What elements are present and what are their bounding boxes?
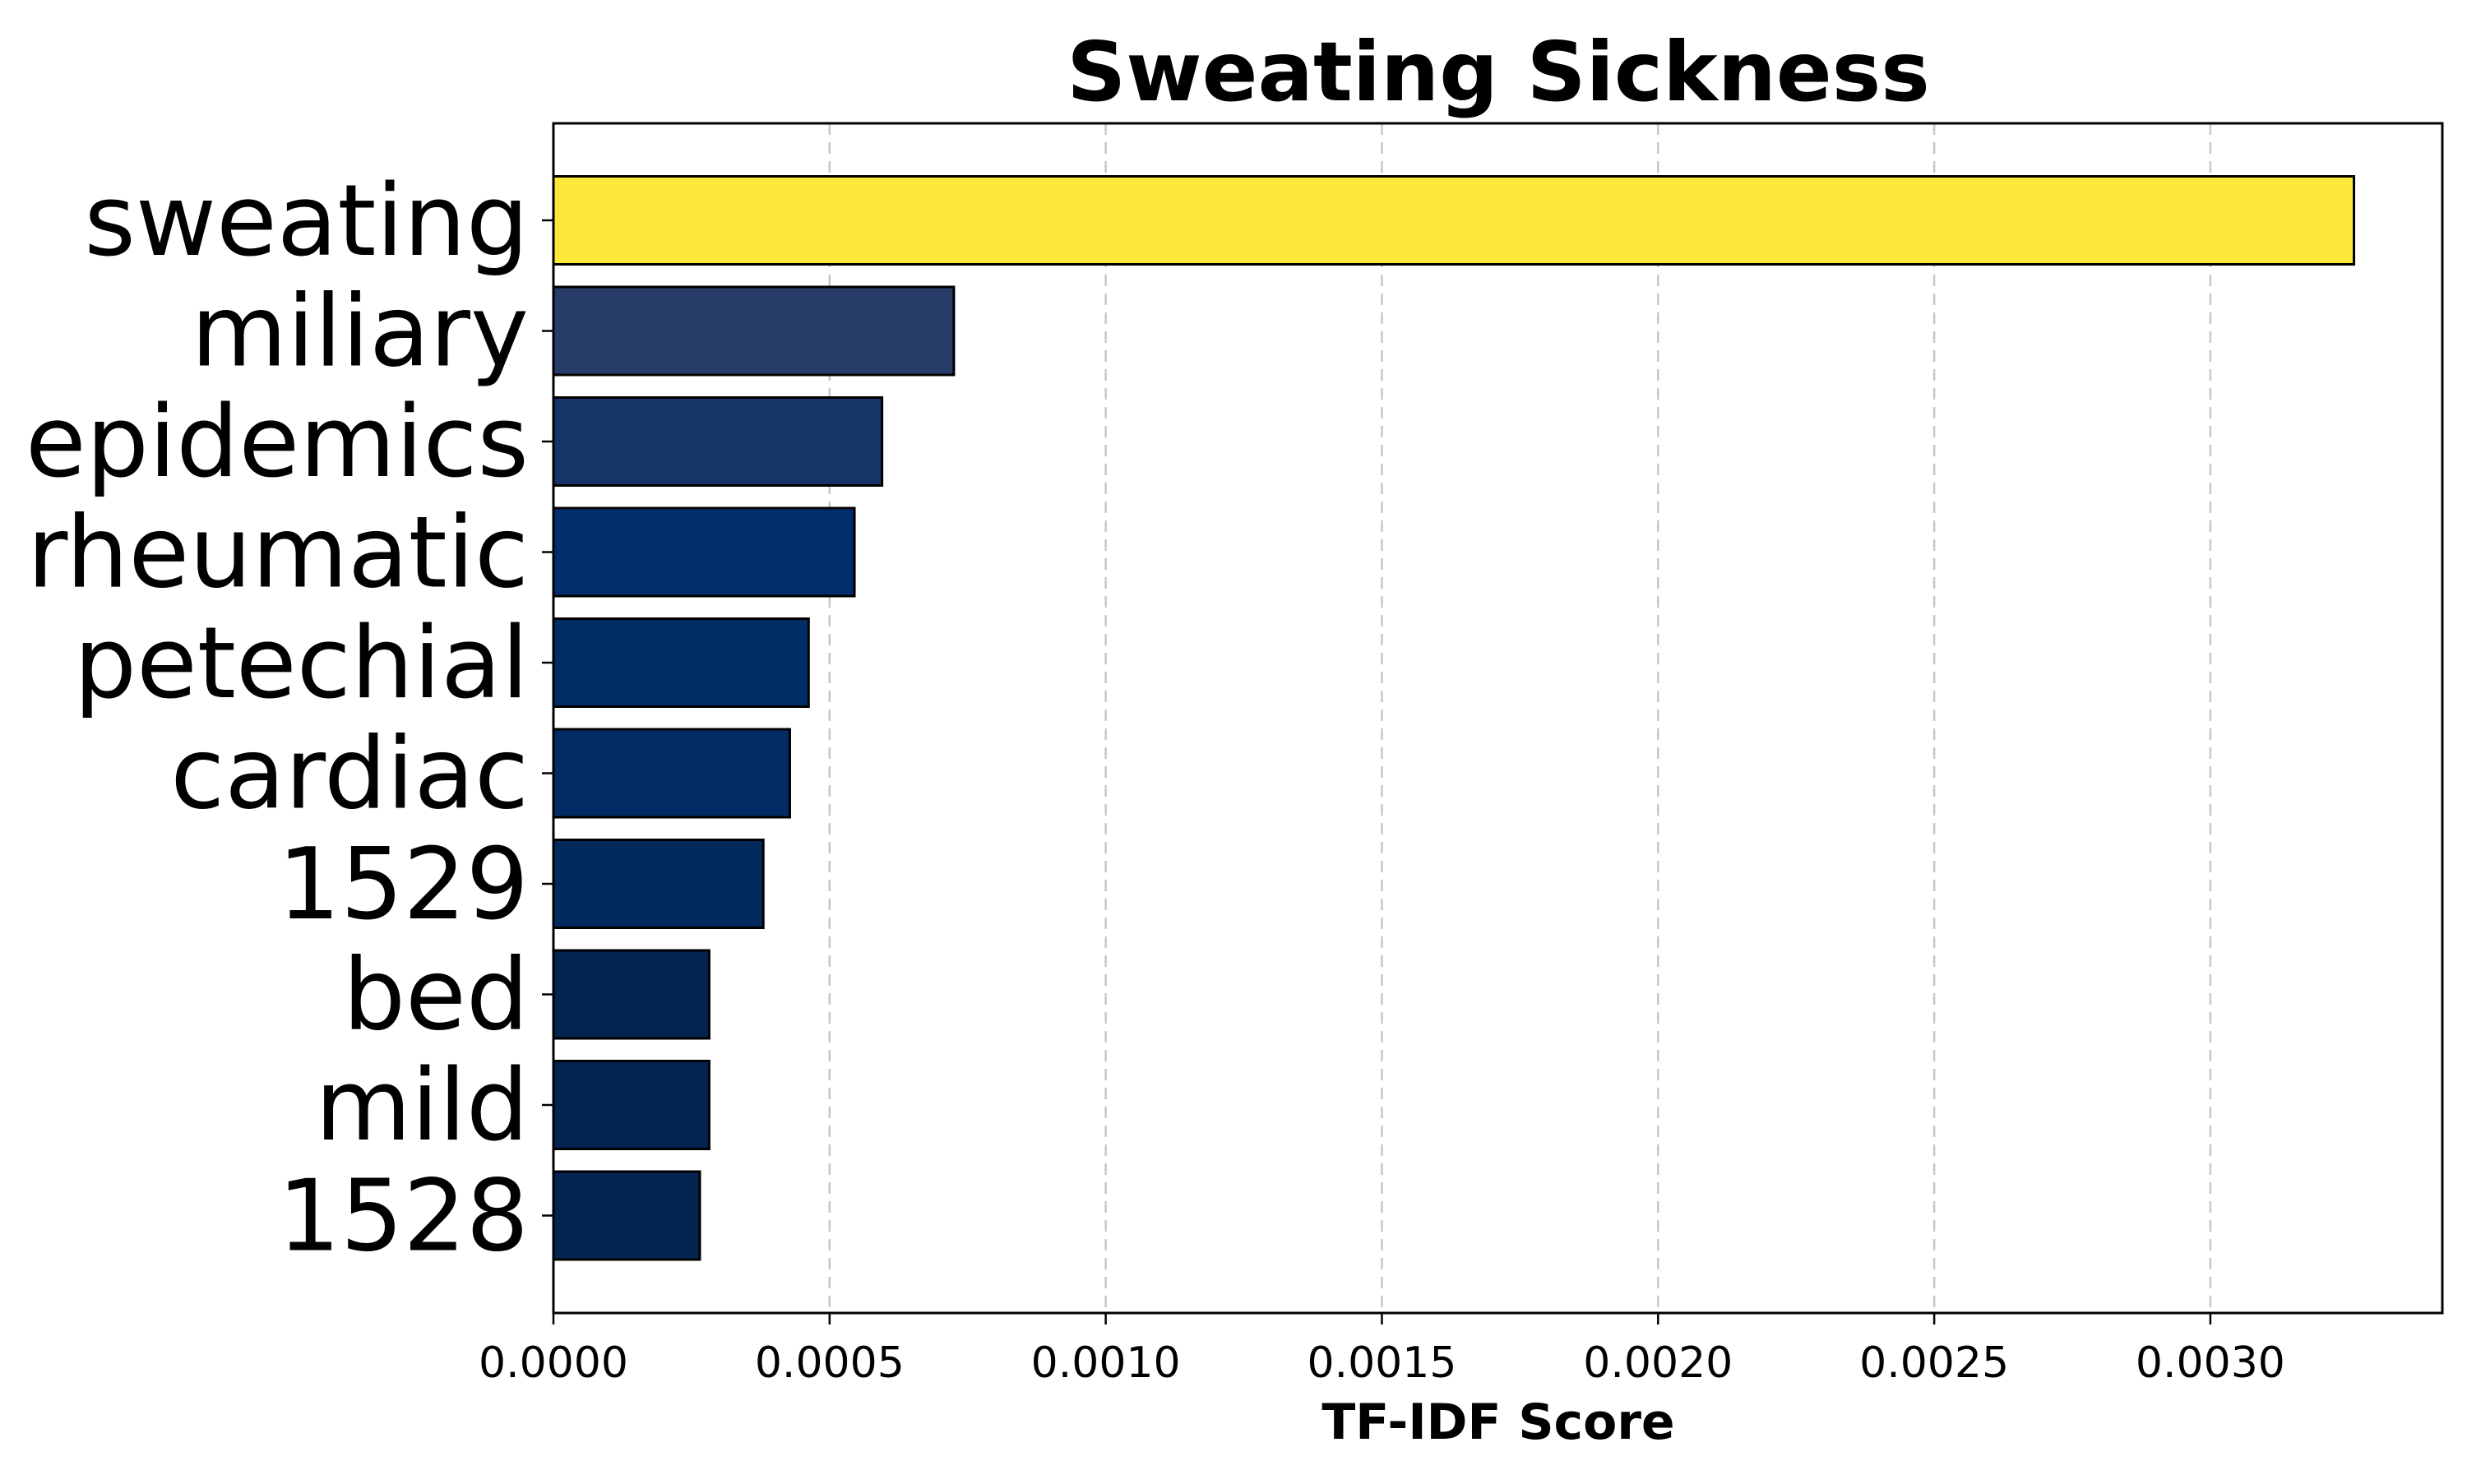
x-tick-label: 0.0015 (1307, 1338, 1456, 1388)
x-axis-label: TF-IDF Score (1321, 1394, 1674, 1451)
plot-area-frame (552, 122, 2444, 1315)
y-tick-label: epidemics (25, 386, 529, 500)
x-tick-label: 0.0010 (1031, 1338, 1181, 1388)
y-tick-label: sweating (84, 164, 529, 279)
y-tick-label: mild (315, 1049, 529, 1163)
bar-sweating (552, 175, 2356, 266)
bar-1529 (552, 839, 765, 929)
grid-lines (828, 123, 2212, 1313)
y-tick-label: bed (343, 939, 529, 1053)
x-tick-label: 0.0000 (479, 1338, 628, 1388)
bar-bed (552, 949, 710, 1040)
y-tick-label: 1528 (278, 1160, 529, 1274)
bar-petechial (552, 617, 810, 708)
y-tick-label: 1529 (278, 828, 529, 942)
bar-cardiac (552, 728, 791, 819)
y-tick-label: rheumatic (27, 497, 529, 611)
x-tick-label: 0.0025 (1859, 1338, 2009, 1388)
bar-mild (552, 1060, 710, 1150)
y-tick-label: cardiac (170, 718, 529, 832)
y-axis: sweatingmiliaryepidemicsrheumaticpetechi… (25, 164, 553, 1274)
x-tick-label: 0.0030 (2136, 1338, 2285, 1388)
bar-rheumatic (552, 506, 856, 598)
y-tick-label: petechial (74, 607, 529, 721)
y-tick-label: miliary (191, 275, 529, 390)
bar-miliary (552, 285, 956, 377)
bar-1528 (552, 1170, 701, 1261)
x-axis: 0.0000 0.0005 0.0010 0.0015 0.0020 0.0025 0.00… (479, 1313, 2285, 1388)
bars (552, 175, 2356, 1261)
bar-epidemics (552, 396, 884, 487)
chart-title: Sweating Sickness (1067, 24, 1930, 120)
x-tick-label: 0.0005 (755, 1338, 905, 1388)
x-tick-label: 0.0020 (1583, 1338, 1733, 1388)
